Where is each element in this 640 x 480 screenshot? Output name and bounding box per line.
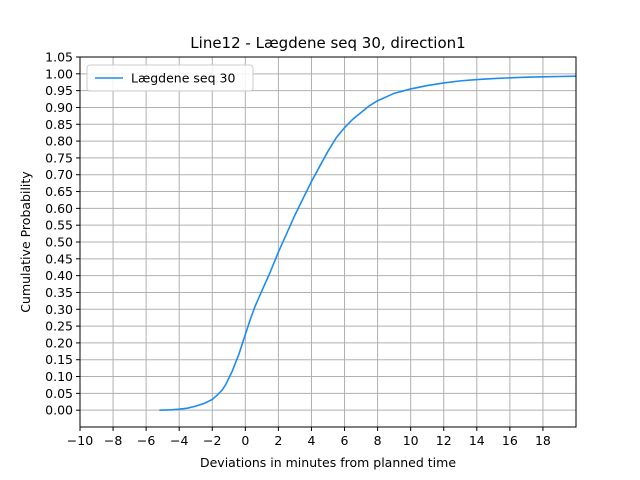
y-tick-label: 0.15 [45,352,73,367]
x-tick-label: 12 [436,433,452,448]
y-tick-label: 0.25 [45,319,73,334]
x-axis-title: Deviations in minutes from planned time [200,455,456,470]
x-tick-label: −2 [203,433,221,448]
y-tick-label: 0.30 [45,302,73,317]
y-tick-label: 0.50 [45,235,73,250]
y-tick-label: 0.85 [45,117,73,132]
x-tick-label: 6 [341,433,349,448]
x-tick-label: −4 [170,433,188,448]
x-tick-label: 14 [469,433,485,448]
x-tick-label: 16 [502,433,518,448]
y-tick-label: 0.70 [45,167,73,182]
x-tick-label: −10 [67,433,93,448]
y-tick-label: 0.60 [45,201,73,216]
x-tick-label: −8 [104,433,122,448]
y-tick-label: 0.95 [45,83,73,98]
y-tick-label: 0.55 [45,218,73,233]
chart-title: Line12 - Lægdene seq 30, direction1 [190,34,465,52]
series-line [159,75,576,411]
y-tick-label: 0.05 [45,386,73,401]
y-tick-label: 1.00 [45,66,73,81]
x-axis: −10 −8 −6 −4 −2 0 2 4 6 8 10 12 14 16 18 [67,427,551,448]
y-tick-label: 0.35 [45,285,73,300]
grid [79,56,576,427]
y-axis-title: Cumulative Probability [18,171,33,313]
y-tick-label: 0.20 [45,335,73,350]
y-tick-label: 0.10 [45,369,73,384]
y-tick-label: 1.05 [45,50,73,65]
y-tick-label: 0.80 [45,134,73,149]
y-tick-label: 0.75 [45,150,73,165]
x-tick-label: 4 [307,433,315,448]
series-layer [159,75,576,411]
y-tick-label: 0.65 [45,184,73,199]
y-tick-label: 0.40 [45,268,73,283]
legend: Lægdene seq 30 [86,64,254,92]
y-tick-label: 0.90 [45,100,73,115]
x-tick-label: 10 [403,433,419,448]
y-tick-label: 0.45 [45,251,73,266]
legend-box [86,64,254,92]
y-tick-label: 0.00 [45,403,73,418]
x-tick-label: 18 [535,433,551,448]
x-tick-label: 0 [241,433,249,448]
x-tick-label: 8 [374,433,382,448]
y-axis: 0.00 0.05 0.10 0.15 0.200.25 0.30 0.35 0.40 0.45… [45,50,80,418]
x-tick-label: 2 [274,433,282,448]
legend-label: Lægdene seq 30 [131,71,235,86]
x-tick-label: −6 [137,433,155,448]
